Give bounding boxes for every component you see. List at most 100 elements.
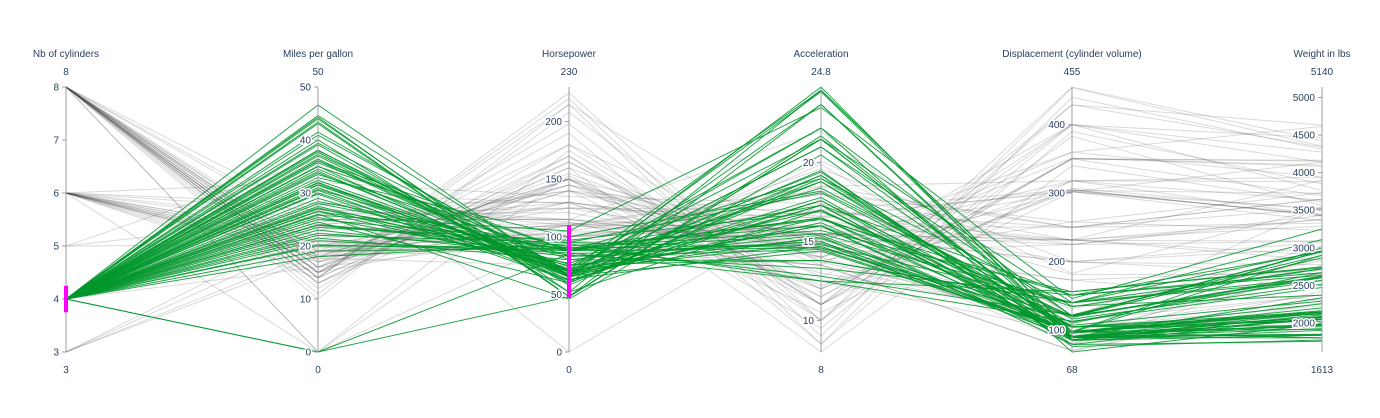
axis-range-min-label: 0 bbox=[315, 365, 321, 376]
axis-tick-label-halo: 150 bbox=[545, 175, 562, 186]
axis-title[interactable]: Acceleration bbox=[793, 49, 848, 60]
axis-range-max-label: 455 bbox=[1064, 67, 1081, 78]
axis-tick-label-halo: 7 bbox=[53, 136, 59, 147]
axis-weight-in-lbs[interactable]: Weight in lbs514016132000200025002500300… bbox=[1291, 49, 1351, 376]
axis-title[interactable]: Nb of cylinders bbox=[33, 49, 99, 60]
axis-tick-label-halo: 2500 bbox=[1293, 281, 1316, 292]
axis-tick-label: 10 bbox=[803, 316, 815, 327]
selected-record-line bbox=[65, 106, 1323, 300]
axis-range-min-label: 8 bbox=[818, 365, 824, 376]
axis-tick-label: 20 bbox=[300, 242, 312, 253]
axis-range-min-label: 1613 bbox=[1311, 365, 1334, 376]
selected-record-line bbox=[65, 245, 1323, 316]
axis-tick-label: 3 bbox=[53, 348, 59, 359]
axis-tick-label: 100 bbox=[1048, 326, 1065, 337]
axis-range-min-label: 0 bbox=[566, 365, 572, 376]
axis-displacement-cylinder-volume[interactable]: Displacement (cylinder volume)4556810010… bbox=[1002, 49, 1142, 376]
axis-range-max-label: 8 bbox=[63, 67, 69, 78]
axis-tick-label-halo: 50 bbox=[551, 290, 563, 301]
selected-record-line bbox=[65, 150, 1323, 328]
selected-record-line bbox=[65, 193, 1323, 339]
selected-record-line bbox=[65, 182, 1323, 339]
selected-record-line bbox=[65, 127, 1323, 353]
axis-title[interactable]: Horsepower bbox=[542, 49, 597, 60]
axis-tick-label: 3000 bbox=[1293, 243, 1316, 254]
axis-tick-label: 8 bbox=[53, 83, 59, 94]
axis-tick-label-halo: 20 bbox=[300, 242, 312, 253]
axis-tick-label-halo: 4000 bbox=[1293, 168, 1316, 179]
selected-record-line bbox=[65, 160, 1323, 307]
selected-record-line bbox=[65, 170, 1323, 348]
selected-record-line bbox=[65, 224, 1323, 300]
axis-tick-label: 4500 bbox=[1293, 131, 1316, 142]
axis-tick-label-halo: 40 bbox=[300, 136, 312, 147]
axis-brush-selection[interactable] bbox=[64, 285, 68, 313]
axis-tick-label-halo: 4 bbox=[53, 295, 59, 306]
selected-record-line bbox=[65, 240, 1323, 322]
axis-tick-label-halo: 30 bbox=[300, 189, 312, 200]
selected-record-line bbox=[65, 154, 1323, 333]
axis-tick-label: 10 bbox=[300, 295, 312, 306]
axis-tick-label-halo: 3000 bbox=[1293, 243, 1316, 254]
axis-tick-label-halo: 0 bbox=[305, 348, 311, 359]
axis-tick-label-halo: 3500 bbox=[1293, 206, 1316, 217]
axis-tick-label: 200 bbox=[1048, 257, 1065, 268]
axis-tick-label: 2500 bbox=[1293, 281, 1316, 292]
axis-tick-label: 40 bbox=[300, 136, 312, 147]
axis-tick-label: 5000 bbox=[1293, 93, 1316, 104]
axis-range-max-label: 50 bbox=[312, 67, 324, 78]
axis-tick-label: 15 bbox=[803, 237, 815, 248]
axis-tick-label: 20 bbox=[803, 158, 815, 169]
axis-tick-label: 200 bbox=[545, 117, 562, 128]
selected-record-line bbox=[65, 241, 1323, 353]
axis-title[interactable]: Weight in lbs bbox=[1293, 49, 1350, 60]
axis-tick-label-halo: 200 bbox=[1048, 257, 1065, 268]
axis-tick-label-halo: 15 bbox=[803, 237, 815, 248]
selected-record-line bbox=[65, 229, 1323, 333]
axis-tick-label: 0 bbox=[556, 348, 562, 359]
selected-record-line bbox=[65, 138, 1323, 304]
selected-record-line bbox=[65, 208, 1323, 304]
selected-record-line bbox=[65, 103, 1323, 341]
axis-tick-label: 300 bbox=[1048, 189, 1065, 200]
selected-record-line bbox=[65, 127, 1323, 317]
axis-tick-label: 50 bbox=[300, 83, 312, 94]
axis-tick-label: 400 bbox=[1048, 120, 1065, 131]
axis-tick-label-halo: 8 bbox=[53, 83, 59, 94]
axis-tick-label: 3500 bbox=[1293, 206, 1316, 217]
selected-record-line bbox=[65, 177, 1323, 318]
axis-tick-label-halo: 100 bbox=[1048, 326, 1065, 337]
axis-tick-label-halo: 20 bbox=[803, 158, 815, 169]
axis-tick-label-halo: 6 bbox=[53, 189, 59, 200]
axis-tick-label-halo: 3 bbox=[53, 348, 59, 359]
selected-record-line bbox=[65, 89, 1323, 333]
selected-record-line bbox=[65, 177, 1323, 333]
axis-tick-label: 30 bbox=[300, 189, 312, 200]
axis-tick-label: 7 bbox=[53, 136, 59, 147]
axis-tick-label-halo: 5 bbox=[53, 242, 59, 253]
axis-miles-per-gallon[interactable]: Miles per gallon500001010202030304040505… bbox=[283, 49, 353, 376]
axis-title[interactable]: Miles per gallon bbox=[283, 49, 353, 60]
selected-record-line bbox=[65, 205, 1323, 328]
axis-range-max-label: 5140 bbox=[1311, 67, 1334, 78]
axis-range-min-label: 3 bbox=[63, 365, 69, 376]
axis-tick-label-halo: 2000 bbox=[1293, 318, 1316, 329]
axis-brush-selection[interactable] bbox=[567, 225, 571, 298]
axis-title[interactable]: Displacement (cylinder volume) bbox=[1002, 49, 1142, 60]
selected-lines-layer bbox=[65, 86, 1323, 353]
axis-tick-label-halo: 300 bbox=[1048, 189, 1065, 200]
axis-tick-label: 4 bbox=[53, 295, 59, 306]
selected-record-line bbox=[65, 103, 1323, 338]
axis-tick-label: 150 bbox=[545, 175, 562, 186]
axis-tick-label-halo: 200 bbox=[545, 117, 562, 128]
axis-tick-label-halo: 100 bbox=[545, 232, 562, 243]
axis-tick-label-halo: 0 bbox=[556, 348, 562, 359]
axis-range-max-label: 230 bbox=[561, 67, 578, 78]
axis-tick-label-halo: 5000 bbox=[1293, 93, 1316, 104]
unselected-record-line bbox=[65, 192, 1323, 263]
